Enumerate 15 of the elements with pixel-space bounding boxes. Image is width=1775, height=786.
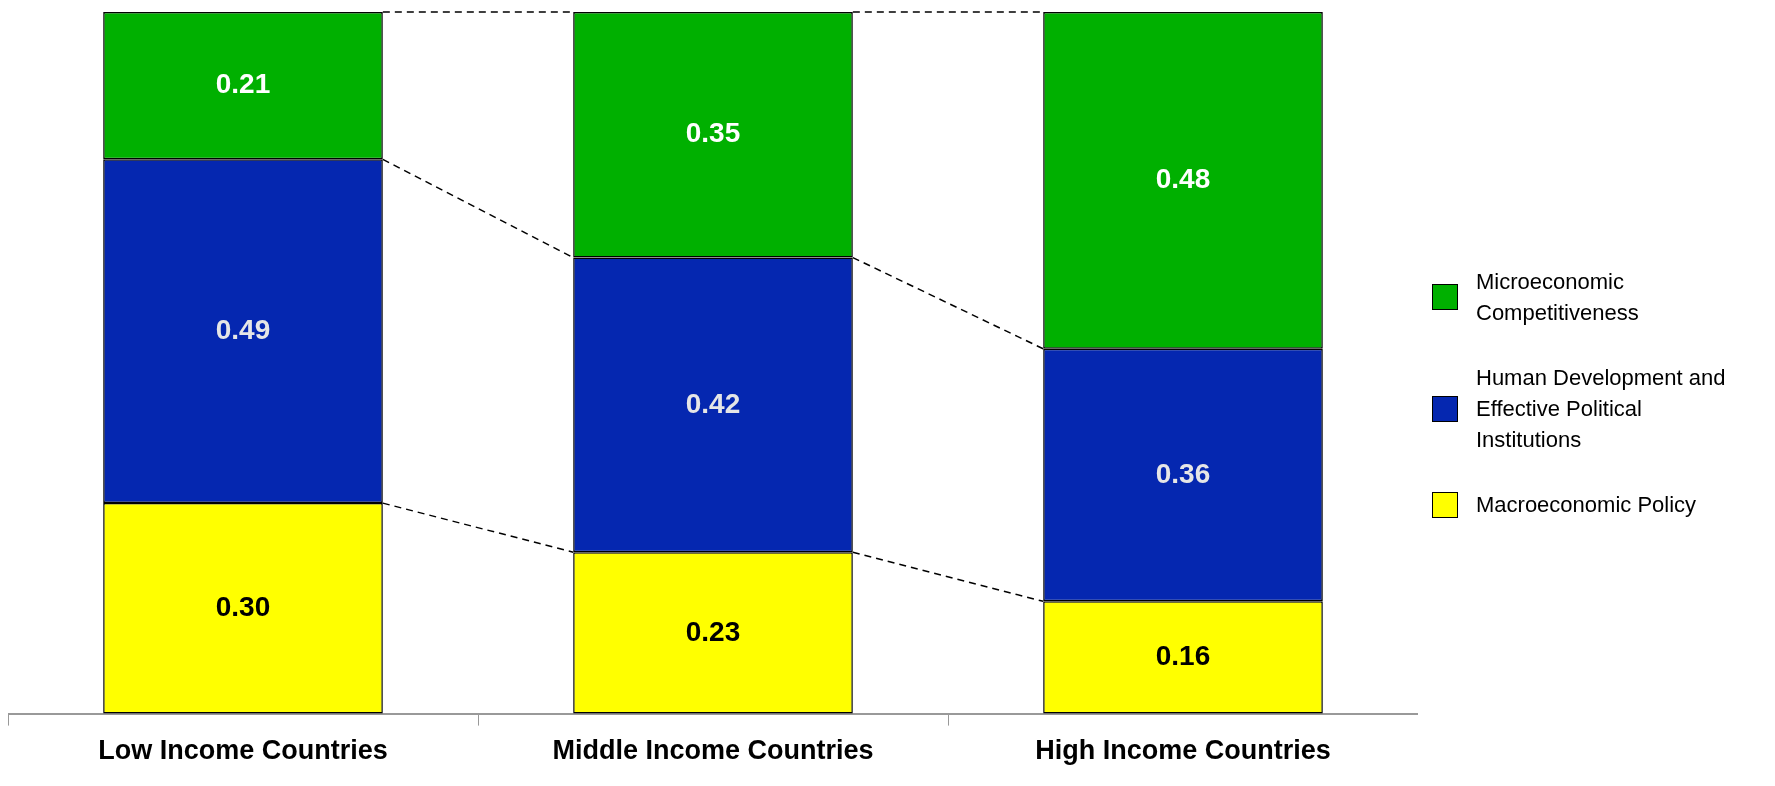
data-label: 0.48 (1155, 163, 1211, 195)
legend-label: Macroeconomic Policy (1476, 491, 1697, 519)
data-label: 0.30 (215, 591, 271, 623)
data-label: 0.23 (685, 615, 741, 647)
data-label: 0.16 (1155, 640, 1211, 672)
x-tick-label: High Income Countries (1035, 735, 1331, 766)
x-tick-label: Low Income Countries (98, 735, 388, 766)
x-tick-label: Middle Income Countries (552, 735, 874, 766)
legend-label: Human Development and Effective Political Institutions (1476, 364, 1727, 454)
data-label: 0.49 (215, 313, 271, 345)
data-label: 0.35 (685, 117, 741, 149)
legend-label: Microeconomic Competitiveness (1476, 268, 1640, 327)
data-label: 0.36 (1155, 457, 1211, 489)
data-label: 0.42 (685, 387, 741, 419)
data-label: 0.21 (215, 68, 271, 100)
